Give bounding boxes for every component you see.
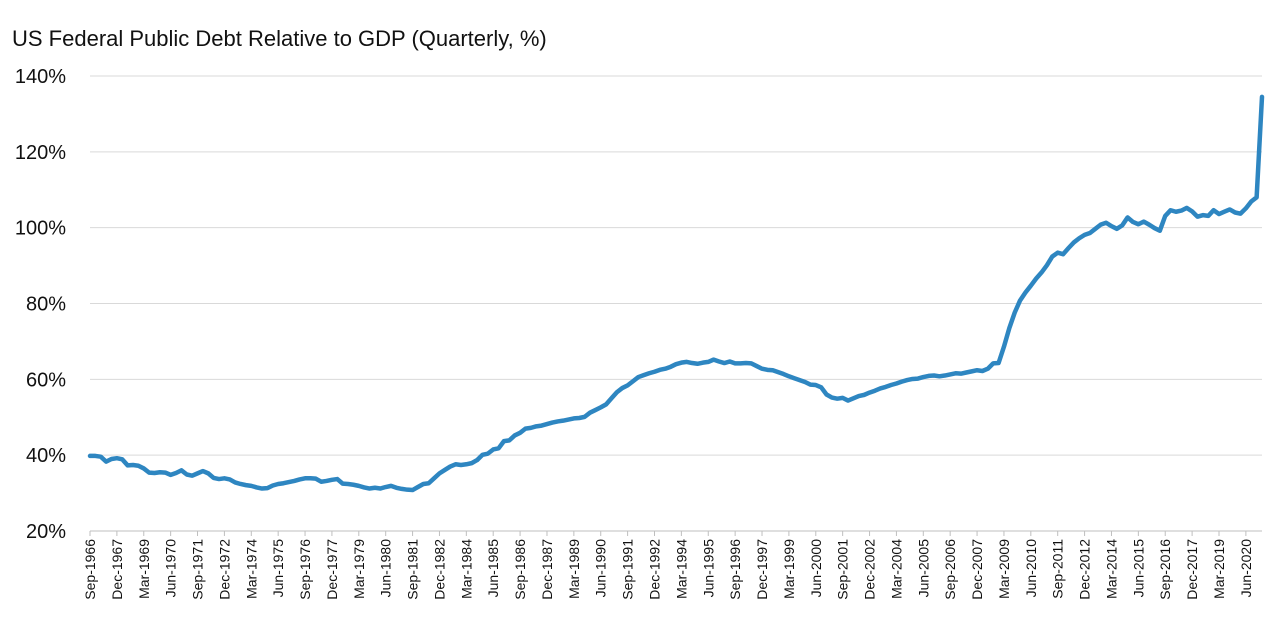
y-tick-label: 120% [15, 142, 66, 164]
x-tick-label: Mar-1999 [781, 539, 797, 599]
x-tick-label: Mar-1984 [458, 539, 474, 599]
x-tick-label: Sep-1996 [727, 539, 743, 600]
x-tick-label: Jun-1970 [163, 539, 179, 598]
y-tick-label: 100% [15, 218, 66, 240]
x-tick-label: Mar-1994 [673, 539, 689, 599]
x-tick-label: Dec-2012 [1077, 539, 1093, 600]
x-tick-label: Dec-1997 [754, 539, 770, 600]
x-tick-label: Jun-1975 [270, 539, 286, 598]
x-tick-label: Jun-2000 [808, 539, 824, 598]
x-tick-label: Sep-2016 [1157, 539, 1173, 600]
x-tick-label: Dec-1967 [109, 539, 125, 600]
x-tick-label: Dec-1972 [216, 539, 232, 600]
y-tick-label: 140% [15, 66, 66, 88]
x-tick-label: Jun-1990 [593, 539, 609, 598]
x-tick-label: Jun-2020 [1238, 539, 1254, 598]
y-tick-label: 80% [26, 294, 66, 316]
x-tick-label: Mar-1979 [351, 539, 367, 599]
chart-title: US Federal Public Debt Relative to GDP (… [12, 26, 547, 51]
x-tick-label: Dec-1992 [647, 539, 663, 600]
x-axis-ticks: Sep-1966 Dec-1967 Mar-1969 Jun-1970 Sep-1971… [82, 531, 1254, 600]
x-tick-label: Dec-2002 [862, 539, 878, 600]
grid-lines [90, 75, 1262, 532]
x-tick-label: Jun-2015 [1130, 539, 1146, 598]
x-tick-label: Mar-2009 [996, 539, 1012, 599]
x-tick-label: Mar-1969 [136, 539, 152, 599]
x-tick-label: Sep-2011 [1050, 539, 1066, 599]
x-tick-label: Dec-1982 [431, 539, 447, 600]
x-tick-label: Mar-2014 [1103, 539, 1119, 599]
y-tick-label: 20% [26, 521, 66, 543]
x-tick-label: Mar-2019 [1211, 539, 1227, 599]
x-tick-label: Sep-1981 [405, 539, 421, 600]
x-tick-label: Sep-1986 [512, 539, 528, 600]
x-tick-label: Jun-1985 [485, 539, 501, 598]
series-layer [87, 94, 1265, 493]
x-tick-label: Sep-1971 [190, 539, 206, 600]
x-tick-label: Jun-1980 [378, 539, 394, 598]
x-tick-label: Mar-2004 [888, 539, 904, 599]
y-axis-ticks: 20% 40% 60% 80% 100% 120% 140% [15, 66, 66, 543]
x-tick-label: Sep-1976 [297, 539, 313, 600]
x-tick-label: Sep-1966 [82, 539, 98, 600]
x-tick-label: Sep-2001 [835, 539, 851, 600]
x-tick-label: Mar-1989 [566, 539, 582, 599]
debt-series-line [87, 94, 1265, 493]
x-tick-label: Jun-2010 [1023, 539, 1039, 598]
x-tick-label: Sep-1991 [620, 539, 636, 600]
x-tick-label: Dec-1977 [324, 539, 340, 600]
x-tick-label: Dec-1987 [539, 539, 555, 600]
x-tick-label: Jun-1995 [700, 539, 716, 598]
y-tick-label: 60% [26, 369, 66, 391]
x-tick-label: Sep-2006 [942, 539, 958, 600]
x-tick-label: Mar-1974 [243, 539, 259, 599]
x-tick-label: Dec-2017 [1184, 539, 1200, 600]
x-tick-label: Jun-2005 [915, 539, 931, 598]
x-tick-label: Dec-2007 [969, 539, 985, 600]
y-tick-label: 40% [26, 445, 66, 467]
